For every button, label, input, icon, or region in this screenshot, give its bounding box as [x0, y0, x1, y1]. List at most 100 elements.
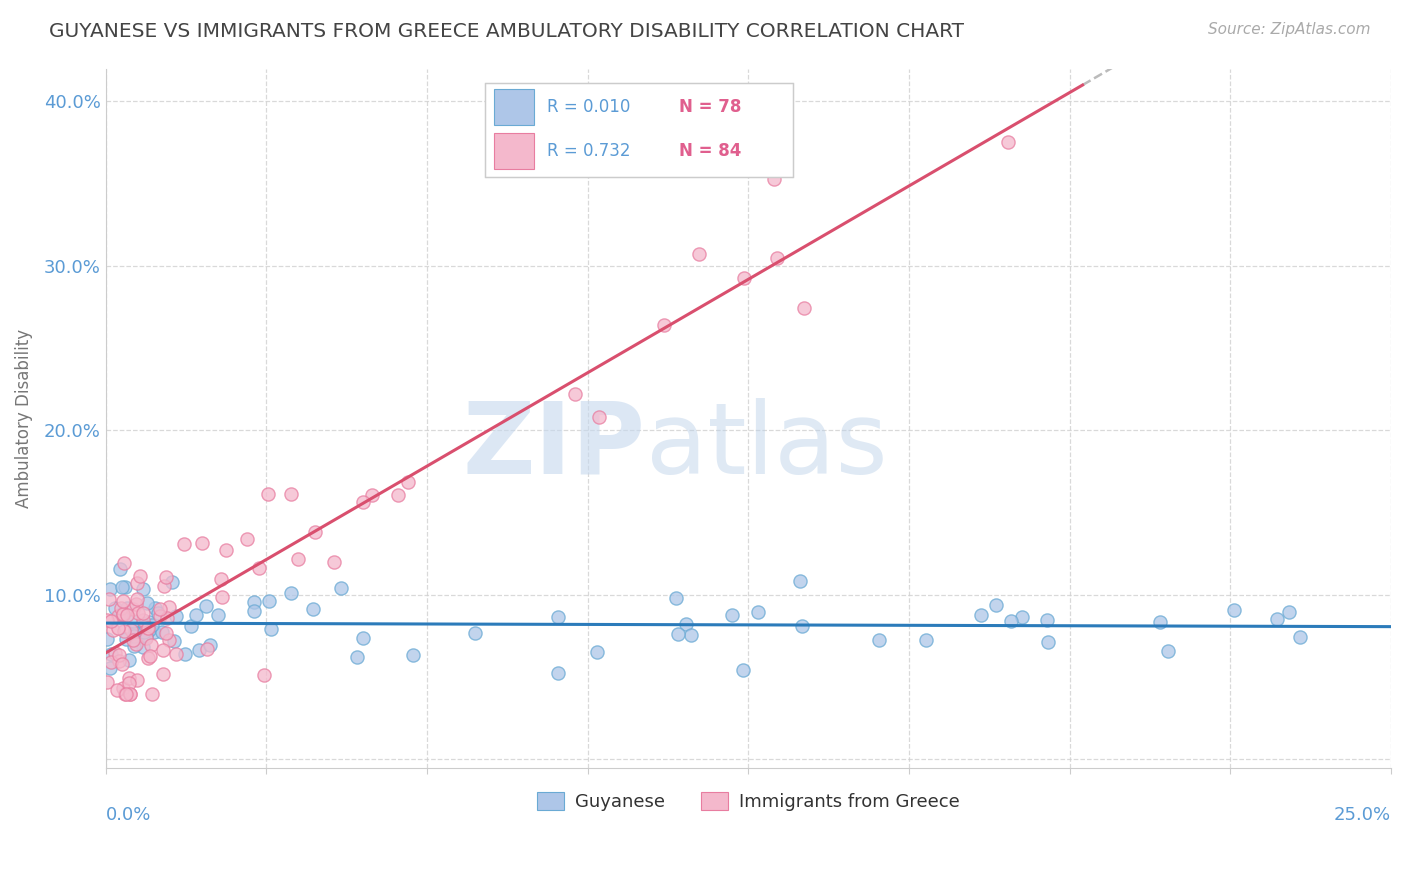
Point [243, 595, 266, 609]
Point [136, 621, 159, 635]
Point [352, 494, 374, 508]
Point [547, 665, 569, 680]
Text: 0.0%: 0.0% [105, 806, 152, 824]
Point [984, 598, 1007, 612]
Point [136, 621, 159, 635]
Point [665, 591, 688, 606]
Point [127, 606, 149, 620]
Point [1278, 605, 1301, 619]
Point [915, 633, 938, 648]
Text: ZIP: ZIP [463, 398, 645, 494]
Point [790, 619, 813, 633]
Point [464, 626, 486, 640]
Point [118, 675, 141, 690]
Point [247, 561, 270, 575]
Point [136, 596, 159, 610]
Point [96, 632, 118, 647]
Point [165, 647, 187, 661]
Point [127, 592, 149, 607]
Point [131, 624, 153, 639]
Point [120, 687, 142, 701]
Point [257, 486, 280, 500]
Point [322, 555, 344, 569]
Point [330, 581, 353, 595]
Point [125, 597, 148, 611]
Point [138, 615, 160, 629]
Point [346, 650, 368, 665]
Point [101, 624, 124, 638]
Point [155, 570, 177, 584]
Text: atlas: atlas [645, 398, 887, 494]
Point [200, 639, 222, 653]
Point [236, 532, 259, 546]
Point [138, 623, 160, 637]
Point [141, 638, 163, 652]
Point [128, 569, 150, 583]
Point [141, 687, 163, 701]
Point [149, 602, 172, 616]
Point [257, 593, 280, 607]
Point [1011, 610, 1033, 624]
Point [302, 601, 325, 615]
Point [134, 619, 156, 633]
Point [112, 557, 135, 571]
Point [98, 661, 121, 675]
Point [107, 621, 129, 635]
Point [155, 611, 177, 625]
Point [118, 671, 141, 685]
Point [115, 607, 138, 622]
Point [793, 301, 815, 315]
Point [152, 642, 174, 657]
Point [115, 687, 138, 701]
Point [243, 604, 266, 618]
Point [195, 599, 218, 614]
Point [143, 601, 166, 615]
Point [970, 608, 993, 623]
Point [155, 625, 177, 640]
Point [111, 657, 134, 671]
Point [733, 270, 755, 285]
Point [124, 623, 146, 637]
Y-axis label: Ambulatory Disability: Ambulatory Disability [15, 328, 32, 508]
Point [152, 624, 174, 639]
Point [111, 594, 134, 608]
Point [96, 613, 118, 627]
Point [153, 579, 176, 593]
Point [174, 647, 197, 661]
Point [108, 648, 131, 662]
Point [104, 646, 127, 660]
Point [180, 619, 202, 633]
Point [763, 171, 786, 186]
Point [195, 642, 218, 657]
Point [652, 318, 675, 332]
Point [124, 629, 146, 643]
Point [160, 575, 183, 590]
Point [111, 580, 134, 594]
Point [361, 488, 384, 502]
Point [107, 682, 129, 697]
Point [118, 653, 141, 667]
Point [111, 607, 134, 621]
Point [110, 607, 132, 622]
Point [135, 629, 157, 643]
Point [191, 535, 214, 549]
Point [280, 585, 302, 599]
Point [186, 607, 208, 622]
Text: 25.0%: 25.0% [1334, 806, 1391, 824]
Point [100, 582, 122, 596]
Point [108, 562, 131, 576]
Point [666, 627, 689, 641]
Point [280, 487, 302, 501]
Point [100, 614, 122, 628]
Point [766, 251, 789, 265]
Point [132, 640, 155, 655]
Point [1289, 630, 1312, 644]
Point [157, 633, 180, 648]
Point [165, 609, 187, 624]
Point [868, 632, 890, 647]
Point [679, 628, 702, 642]
Point [997, 135, 1019, 149]
Point [107, 654, 129, 668]
Point [149, 608, 172, 623]
Point [118, 687, 141, 701]
